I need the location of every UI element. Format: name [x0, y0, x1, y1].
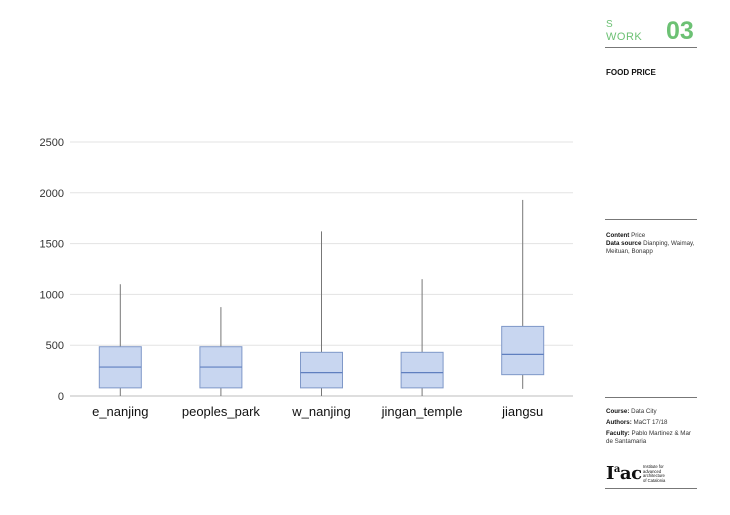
box-e_nanjing	[98, 284, 142, 396]
content-value: Price	[631, 232, 646, 239]
course-label: Course:	[606, 408, 630, 415]
y-tick-label: 500	[46, 340, 64, 352]
authors-label: Authors:	[606, 419, 632, 426]
source-value: Dianping, Waimay, Meituan, Bonapp	[606, 240, 695, 255]
category-labels: e_nanjing peoples_park w_nanjing jingan_tem…	[92, 404, 543, 419]
iaac-logo: Iaac Institute for advanced architecture…	[606, 463, 698, 484]
divider	[605, 47, 697, 48]
divider	[605, 488, 697, 489]
iaac-logo-text: Institute for advanced architecture of C…	[643, 464, 666, 483]
box-series	[98, 199, 545, 396]
content-info: Content Price Data source Dianping, Waim…	[606, 232, 698, 256]
y-tick-label: 2000	[40, 188, 64, 200]
category-label: jiangsu	[501, 404, 543, 419]
authors-value: MaCT 17/18	[633, 419, 668, 426]
y-tick-labels: 0 500 1000 1500 2000 2500	[40, 137, 64, 403]
course-value: Data City	[631, 408, 657, 415]
y-tick-label: 2500	[40, 137, 64, 149]
header-work-label: WORK	[606, 31, 643, 43]
y-tick-label: 1500	[40, 239, 64, 251]
category-label: peoples_park	[182, 404, 261, 419]
y-tick-label: 1000	[40, 289, 64, 301]
iqr-box	[400, 351, 444, 389]
box-jingan_temple	[400, 279, 444, 396]
category-label: e_nanjing	[92, 404, 148, 419]
credits: Course: Data City Authors: MaCT 17/18 Fa…	[606, 408, 698, 446]
faculty-label: Faculty:	[606, 430, 630, 437]
divider	[605, 219, 697, 220]
box-peoples_park	[199, 307, 243, 396]
page-title: FOOD PRICE	[606, 68, 656, 77]
divider	[605, 397, 697, 398]
header-number: 03	[666, 17, 694, 45]
iqr-box	[501, 325, 545, 376]
faculty-value: Pablo Martinez & Mar de Santamaria	[606, 430, 691, 445]
box-plot-chart: 0 500 1000 1500 2000 2500 e_nanjing peoples_pa…	[40, 137, 573, 419]
y-tick-label: 0	[58, 391, 64, 403]
iaac-logo-mark: Iaac	[606, 463, 642, 484]
category-label: jingan_temple	[381, 404, 463, 419]
header-s-label: S	[606, 19, 614, 30]
box-w_nanjing	[300, 231, 343, 396]
box-jiangsu	[501, 199, 545, 389]
source-label: Data source	[606, 240, 642, 247]
iqr-box	[300, 351, 343, 389]
content-label: Content	[606, 232, 630, 239]
category-label: w_nanjing	[291, 404, 351, 419]
